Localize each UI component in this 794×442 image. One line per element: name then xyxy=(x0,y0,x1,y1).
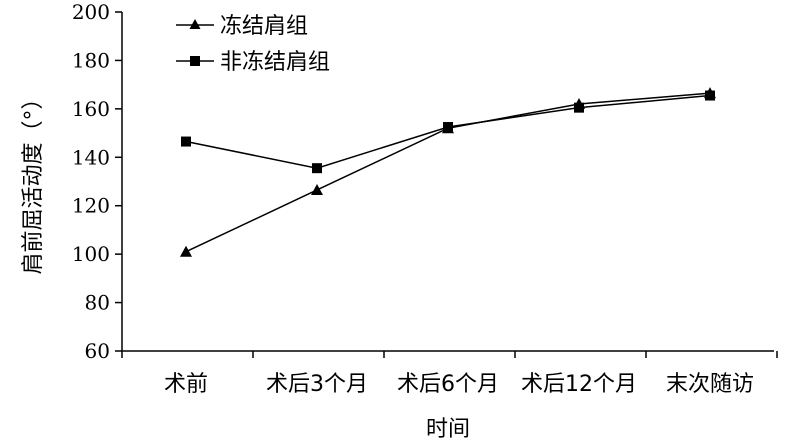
legend-item-nonfrozen: 非冻结肩组 xyxy=(176,50,330,75)
y-tick-label: 60 xyxy=(85,339,110,363)
square-point xyxy=(574,102,584,113)
square-point xyxy=(705,90,715,101)
legend-item-frozen: 冻结肩组 xyxy=(176,14,308,39)
y-tick-label: 140 xyxy=(72,145,110,169)
x-tick-label: 末次随访 xyxy=(666,372,754,397)
x-tick-label: 术后12个月 xyxy=(521,372,637,397)
triangle-point xyxy=(311,183,323,195)
y-tick-label: 100 xyxy=(72,242,110,266)
legend-label-nonfrozen: 非冻结肩组 xyxy=(220,50,330,75)
triangle-point xyxy=(180,245,192,257)
legend-label-frozen: 冻结肩组 xyxy=(220,14,308,39)
y-tick-label: 120 xyxy=(72,194,110,218)
square-point xyxy=(312,163,322,174)
x-tick-label: 术后6个月 xyxy=(397,372,499,397)
axes xyxy=(121,12,774,352)
series-line-1 xyxy=(185,92,711,253)
y-tick-label: 180 xyxy=(72,48,110,72)
y-ticks: 60 80 100 120 140 160 180 200 xyxy=(72,0,122,363)
y-tick-label: 200 xyxy=(72,0,110,24)
x-ticks: 术前 术后3个月 术后6个月 术后12个月 末次随访 xyxy=(121,351,778,397)
legend: 冻结肩组 非冻结肩组 xyxy=(176,14,330,75)
legend-triangle-marker xyxy=(189,19,201,29)
series-layer xyxy=(180,87,716,257)
square-point xyxy=(443,122,453,133)
square-point xyxy=(181,136,191,147)
y-tick-label: 80 xyxy=(85,291,110,315)
x-tick-label: 术前 xyxy=(164,372,208,397)
x-tick-label: 术后3个月 xyxy=(266,372,368,397)
x-axis-title: 时间 xyxy=(426,417,470,442)
y-tick-label: 160 xyxy=(72,97,110,121)
y-axis-title: 肩前屈活动度（°） xyxy=(21,87,46,274)
legend-square-marker xyxy=(190,56,200,66)
